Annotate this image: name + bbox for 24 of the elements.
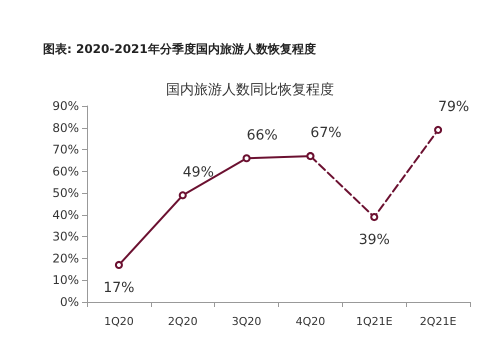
x-tick-label: 1Q20 (104, 315, 134, 328)
y-tick-label: 40% (52, 208, 79, 222)
y-tick-label: 10% (52, 273, 79, 288)
data-label: 67% (310, 125, 342, 142)
x-tick-label: 2Q20 (168, 315, 198, 328)
y-tick-label: 70% (52, 142, 79, 157)
y-tick-label: 30% (52, 230, 79, 244)
y-tick-label: 80% (52, 120, 79, 135)
y-tick-label: 20% (52, 251, 79, 266)
y-tick-label: 90% (52, 99, 79, 113)
x-tick-label: 3Q20 (232, 315, 262, 328)
y-tick-label: 60% (52, 164, 79, 178)
data-label: 79% (438, 98, 470, 115)
data-label: 49% (182, 164, 214, 180)
chart-title: 图表: 2020-2021年分季度国内旅游人数恢复程度 (43, 42, 316, 56)
data-label: 66% (246, 127, 278, 144)
data-label: 17% (103, 280, 134, 296)
x-tick-label: 4Q20 (296, 315, 326, 328)
data-label: 39% (358, 232, 390, 248)
y-tick-label: 50% (52, 186, 79, 200)
x-tick-label: 2Q21E (420, 315, 456, 328)
chart-subtitle: 国内旅游人数同比恢复程度 (166, 82, 334, 98)
y-tick-label: 0% (60, 295, 79, 309)
x-tick-label: 1Q21E (356, 315, 393, 328)
